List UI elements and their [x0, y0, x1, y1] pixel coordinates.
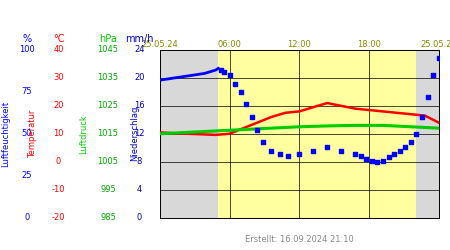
Text: 24: 24 [134, 46, 145, 54]
Point [402, 145, 409, 149]
Text: 0: 0 [137, 213, 142, 222]
Bar [218, 50, 416, 217]
Text: 25: 25 [22, 171, 32, 180]
Text: 16: 16 [134, 101, 145, 110]
Point [418, 115, 426, 119]
Point [248, 115, 256, 119]
Bar [160, 50, 218, 217]
Point [310, 148, 317, 152]
Text: 995: 995 [100, 185, 116, 194]
Text: 985: 985 [100, 213, 116, 222]
Text: 75: 75 [22, 87, 32, 96]
Text: 1025: 1025 [98, 101, 118, 110]
Text: Temperatur: Temperatur [28, 110, 37, 158]
Point [338, 148, 345, 152]
Point [413, 132, 420, 136]
Text: 12: 12 [134, 129, 145, 138]
Text: 10: 10 [53, 129, 64, 138]
Text: 50: 50 [22, 129, 32, 138]
Point [379, 158, 387, 162]
Text: -10: -10 [52, 185, 65, 194]
Point [268, 148, 275, 152]
Point [424, 95, 431, 99]
Text: °C: °C [53, 34, 64, 44]
Text: 30: 30 [53, 74, 64, 82]
Point [435, 56, 442, 60]
Point [407, 140, 414, 144]
Text: Erstellt: 16.09.2024 21:10: Erstellt: 16.09.2024 21:10 [245, 236, 354, 244]
Text: mm/h: mm/h [125, 34, 154, 44]
Text: 1005: 1005 [98, 157, 118, 166]
Point [226, 73, 233, 77]
Text: 20: 20 [53, 101, 64, 110]
Text: 0: 0 [24, 213, 30, 222]
Point [276, 152, 284, 156]
Point [220, 70, 228, 74]
Text: 4: 4 [137, 185, 142, 194]
Text: 1045: 1045 [98, 46, 118, 54]
Text: Luftdruck: Luftdruck [79, 114, 88, 154]
Text: 1035: 1035 [98, 74, 118, 82]
Point [254, 128, 261, 132]
Text: %: % [22, 34, 32, 44]
Point [374, 160, 381, 164]
Text: hPa: hPa [99, 34, 117, 44]
Point [363, 157, 370, 161]
Text: 1015: 1015 [98, 129, 118, 138]
Text: Niederschlag: Niederschlag [130, 106, 140, 162]
Point [237, 90, 244, 94]
Point [217, 68, 225, 72]
Point [385, 155, 392, 159]
Point [259, 140, 266, 144]
Text: 8: 8 [137, 157, 142, 166]
Point [357, 154, 364, 158]
Point [284, 154, 292, 158]
Text: 20: 20 [134, 74, 145, 82]
Point [324, 145, 331, 149]
Bar [416, 50, 439, 217]
Text: Luftfeuchtigkeit: Luftfeuchtigkeit [1, 101, 10, 167]
Point [368, 158, 375, 162]
Point [243, 102, 250, 105]
Point [396, 148, 403, 152]
Text: 40: 40 [53, 46, 64, 54]
Point [296, 152, 303, 156]
Point [351, 152, 359, 156]
Text: 100: 100 [19, 46, 35, 54]
Text: -20: -20 [52, 213, 65, 222]
Point [391, 152, 398, 156]
Point [430, 73, 437, 77]
Text: 0: 0 [56, 157, 61, 166]
Point [231, 82, 239, 86]
